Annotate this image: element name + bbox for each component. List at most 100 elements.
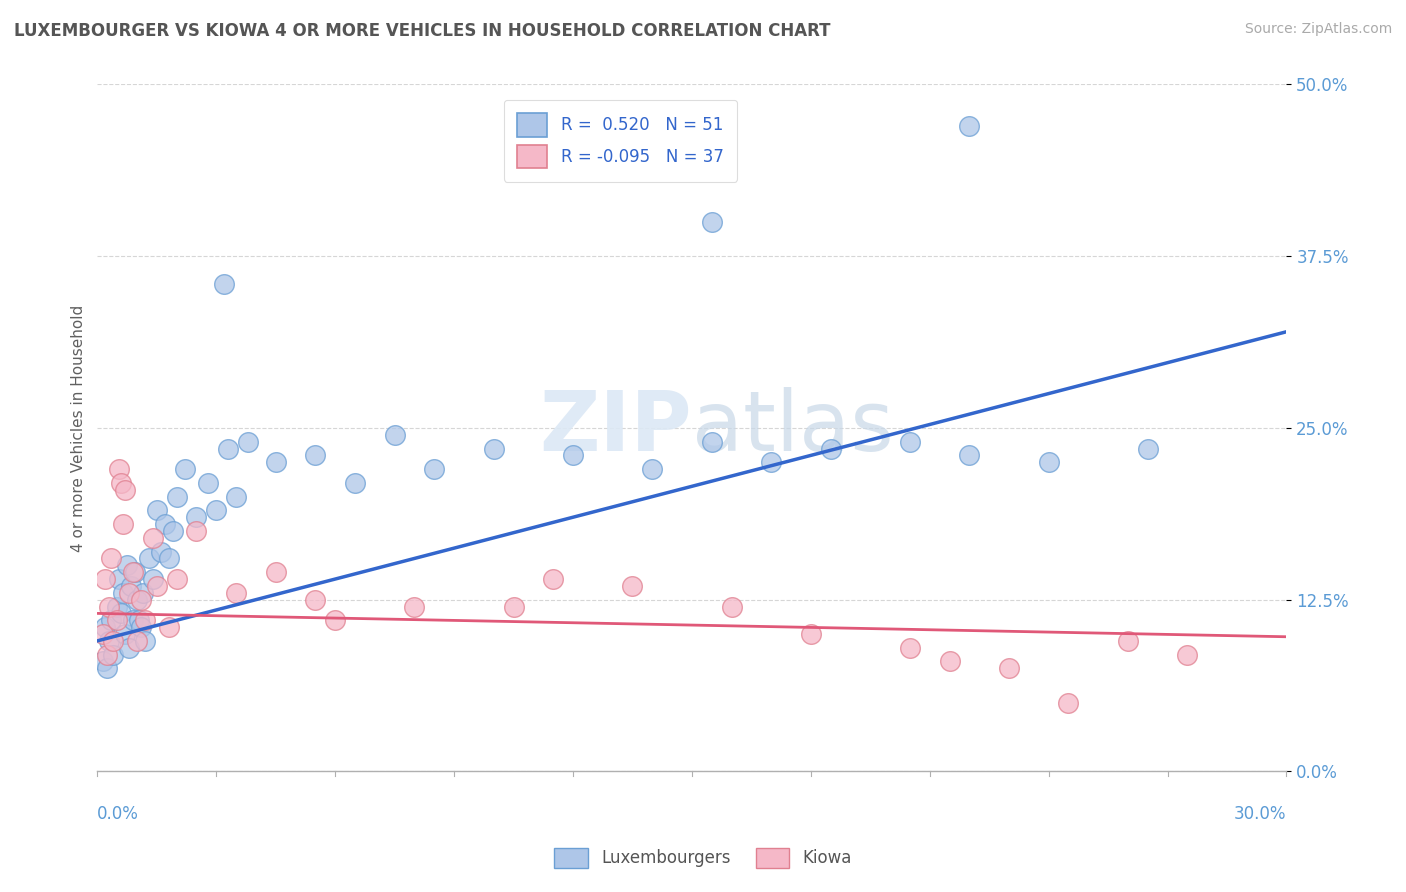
Point xyxy=(166,490,188,504)
Point xyxy=(122,613,145,627)
Point xyxy=(1038,455,1060,469)
Legend: R =  0.520   N = 51, R = -0.095   N = 37: R = 0.520 N = 51, R = -0.095 N = 37 xyxy=(505,100,737,182)
Point xyxy=(343,475,366,490)
Point xyxy=(621,579,644,593)
Point xyxy=(700,434,723,449)
Point xyxy=(91,655,114,669)
Point xyxy=(173,462,195,476)
Point xyxy=(898,640,921,655)
Point xyxy=(100,613,122,627)
Point xyxy=(1057,696,1080,710)
Point xyxy=(1116,633,1139,648)
Y-axis label: 4 or more Vehicles in Household: 4 or more Vehicles in Household xyxy=(72,304,86,551)
Point xyxy=(124,565,146,579)
Point xyxy=(103,633,125,648)
Text: atlas: atlas xyxy=(692,387,894,468)
Point xyxy=(112,586,135,600)
Point xyxy=(205,503,228,517)
Point xyxy=(502,599,524,614)
Point xyxy=(94,572,117,586)
Point xyxy=(212,277,235,291)
Point xyxy=(100,551,122,566)
Point xyxy=(129,620,152,634)
Text: Source: ZipAtlas.com: Source: ZipAtlas.com xyxy=(1244,22,1392,37)
Point xyxy=(384,427,406,442)
Point xyxy=(96,661,118,675)
Point xyxy=(938,655,960,669)
Point xyxy=(118,586,141,600)
Point xyxy=(138,551,160,566)
Point xyxy=(264,565,287,579)
Point xyxy=(404,599,426,614)
Point xyxy=(898,434,921,449)
Point xyxy=(108,572,131,586)
Point xyxy=(541,572,564,586)
Point xyxy=(304,592,326,607)
Point xyxy=(225,586,247,600)
Point xyxy=(153,517,176,532)
Point xyxy=(142,531,165,545)
Point xyxy=(110,607,132,621)
Text: 0.0%: 0.0% xyxy=(97,805,139,823)
Point xyxy=(186,510,208,524)
Point xyxy=(120,579,142,593)
Point xyxy=(105,599,128,614)
Point xyxy=(998,661,1021,675)
Point xyxy=(114,627,136,641)
Point xyxy=(957,119,980,133)
Point xyxy=(149,544,172,558)
Legend: Luxembourgers, Kiowa: Luxembourgers, Kiowa xyxy=(548,841,858,875)
Point xyxy=(236,434,259,449)
Point xyxy=(105,613,128,627)
Point xyxy=(103,648,125,662)
Point xyxy=(134,633,156,648)
Point xyxy=(112,517,135,532)
Point xyxy=(641,462,664,476)
Point xyxy=(323,613,346,627)
Point xyxy=(957,449,980,463)
Point xyxy=(142,572,165,586)
Point xyxy=(482,442,505,456)
Point xyxy=(157,620,180,634)
Point xyxy=(162,524,184,538)
Point xyxy=(115,558,138,573)
Point xyxy=(217,442,239,456)
Point xyxy=(98,599,121,614)
Point xyxy=(186,524,208,538)
Point xyxy=(125,633,148,648)
Point xyxy=(720,599,742,614)
Point xyxy=(304,449,326,463)
Point xyxy=(197,475,219,490)
Point xyxy=(94,620,117,634)
Text: ZIP: ZIP xyxy=(540,387,692,468)
Point xyxy=(1177,648,1199,662)
Point xyxy=(91,627,114,641)
Point xyxy=(157,551,180,566)
Point xyxy=(122,565,145,579)
Point xyxy=(125,592,148,607)
Text: 30.0%: 30.0% xyxy=(1234,805,1286,823)
Point xyxy=(225,490,247,504)
Point xyxy=(132,586,155,600)
Point xyxy=(114,483,136,497)
Point xyxy=(146,579,169,593)
Point xyxy=(800,627,823,641)
Text: LUXEMBOURGER VS KIOWA 4 OR MORE VEHICLES IN HOUSEHOLD CORRELATION CHART: LUXEMBOURGER VS KIOWA 4 OR MORE VEHICLES… xyxy=(14,22,831,40)
Point xyxy=(759,455,782,469)
Point xyxy=(264,455,287,469)
Point xyxy=(110,475,132,490)
Point xyxy=(134,613,156,627)
Point xyxy=(96,648,118,662)
Point xyxy=(820,442,842,456)
Point xyxy=(128,613,150,627)
Point xyxy=(562,449,585,463)
Point xyxy=(700,215,723,229)
Point xyxy=(98,633,121,648)
Point xyxy=(166,572,188,586)
Point xyxy=(129,592,152,607)
Point xyxy=(108,462,131,476)
Point xyxy=(146,503,169,517)
Point xyxy=(118,640,141,655)
Point xyxy=(423,462,446,476)
Point xyxy=(1136,442,1159,456)
